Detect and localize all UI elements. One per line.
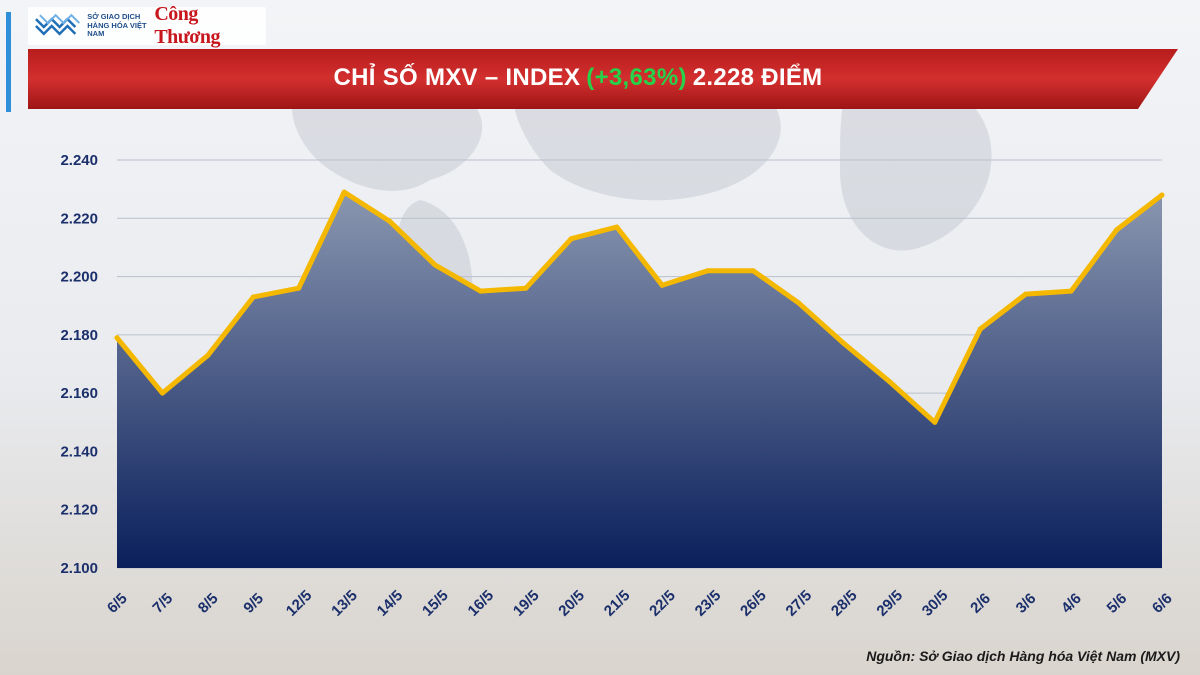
chart-title: CHỈ SỐ MXV – INDEX (+3,63%) 2.228 ĐIỂM [28,49,1128,107]
data-point [796,300,801,306]
data-point [659,282,665,288]
source-note: Nguồn: Sở Giao dịch Hàng hóa Việt Nam (M… [866,648,1180,664]
title-change-percent: (+3,63%) [586,64,687,91]
y-tick-label: 2.160 [60,385,98,402]
mxv-org-name: SỞ GIAO DỊCH HÀNG HÓA VIỆT NAM [87,12,147,39]
x-tick-label: 13/5 [328,587,361,620]
data-point [568,236,574,242]
x-tick-label: 6/5 [104,590,131,617]
y-tick-label: 2.240 [60,152,98,169]
title-banner [28,49,1178,109]
data-point [1114,227,1120,233]
y-tick-label: 2.120 [60,502,98,519]
data-point [387,218,393,224]
y-axis-ticks: 2.100 2.120 2.140 2.160 2.180 2.200 2.220 2.240 [60,152,98,577]
data-point [296,285,302,291]
y-tick-label: 2.180 [60,327,98,344]
data-point [250,294,256,300]
x-tick-label: 8/5 [195,590,222,617]
x-tick-label: 4/6 [1058,590,1085,617]
x-tick-label: 16/5 [464,587,497,620]
x-tick-label: 30/5 [919,587,952,620]
data-point [932,419,938,425]
x-tick-label: 19/5 [510,587,543,620]
title-prefix: CHỈ SỐ MXV – INDEX [333,64,581,91]
data-point [432,262,438,268]
data-point [1023,291,1029,297]
x-tick-label: 14/5 [374,587,407,620]
x-tick-label: 3/6 [1013,590,1040,617]
cong-thuong-logo: Công Thương [154,3,220,48]
y-tick-label: 2.200 [60,269,98,286]
x-tick-label: 12/5 [283,587,316,620]
header-logos: SỞ GIAO DỊCH HÀNG HÓA VIỆT NAM Công Thươ… [28,3,266,48]
series-line [114,189,1165,425]
y-tick-label: 2.140 [60,443,98,460]
data-point [341,189,347,195]
data-point [750,268,756,274]
x-axis-ticks: 6/5 7/5 8/5 9/5 12/5 13/5 14/5 15/5 16/5 19/5 20/5… [104,587,1176,620]
data-point [614,224,620,230]
x-tick-label: 21/5 [601,587,634,620]
title-index-value: 2.228 ĐIỂM [692,64,823,91]
x-tick-label: 2/6 [967,590,994,617]
x-tick-label: 5/6 [1104,590,1131,617]
x-tick-label: 26/5 [737,587,770,620]
data-point [1068,288,1074,294]
x-tick-label: 20/5 [555,587,588,620]
data-point [114,335,120,341]
x-tick-label: 15/5 [419,587,452,620]
data-point [478,288,483,294]
y-tick-label: 2.220 [60,210,98,227]
area-fill-group [117,192,1162,568]
x-tick-label: 23/5 [692,587,725,620]
left-accent-bar [6,12,11,112]
x-tick-label: 22/5 [646,587,679,620]
area-fill [117,192,1162,568]
series-line-group [114,189,1165,425]
data-point [523,285,529,291]
data-point [886,379,892,384]
x-tick-label: 7/5 [149,590,176,617]
x-tick-label: 6/6 [1149,590,1176,617]
data-point [977,326,983,332]
data-point [205,352,211,358]
data-point [1159,192,1165,198]
x-tick-label: 29/5 [873,587,906,620]
x-tick-label: 9/5 [240,590,267,617]
data-point [159,390,165,396]
y-tick-label: 2.100 [60,560,98,577]
data-point [841,341,847,347]
x-tick-label: 27/5 [783,587,816,620]
mxv-logo-icon [35,13,80,36]
x-tick-label: 28/5 [828,587,861,620]
data-point [705,268,711,274]
